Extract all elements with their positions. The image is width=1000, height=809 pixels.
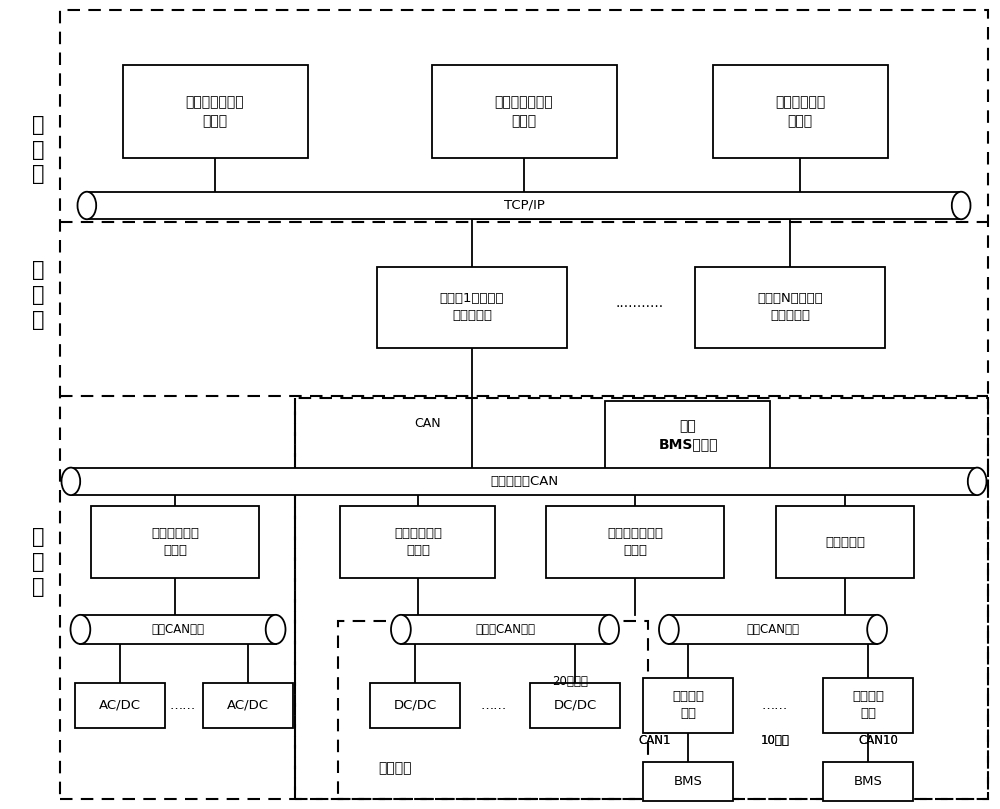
Bar bbox=[203, 683, 293, 728]
Bar bbox=[75, 683, 165, 728]
Bar bbox=[823, 762, 913, 801]
Text: AC/DC: AC/DC bbox=[99, 699, 141, 712]
Bar bbox=[80, 615, 276, 644]
Text: 储能
BMS控制器: 储能 BMS控制器 bbox=[658, 419, 718, 451]
Bar bbox=[776, 506, 914, 578]
Text: 电动汽车车联网
云平台: 电动汽车车联网 云平台 bbox=[186, 95, 244, 128]
Text: 充电堆CAN总线: 充电堆CAN总线 bbox=[475, 623, 535, 636]
Text: 调
度
层: 调 度 层 bbox=[32, 115, 44, 184]
Text: 20个模块: 20个模块 bbox=[552, 675, 588, 688]
Text: DC/DC: DC/DC bbox=[393, 699, 437, 712]
Bar bbox=[432, 66, 616, 159]
Ellipse shape bbox=[391, 615, 411, 644]
Text: 双向充电堆单元
控制器: 双向充电堆单元 控制器 bbox=[607, 527, 663, 557]
Bar bbox=[530, 683, 620, 728]
Text: ……: …… bbox=[170, 699, 196, 712]
Text: 国网计费
单元: 国网计费 单元 bbox=[852, 690, 884, 721]
Text: ……: …… bbox=[481, 699, 507, 712]
Text: CAN1: CAN1 bbox=[639, 734, 671, 747]
Text: 双向整流单元
控制器: 双向整流单元 控制器 bbox=[151, 527, 199, 557]
Bar bbox=[91, 506, 259, 578]
Ellipse shape bbox=[266, 615, 286, 644]
Text: 10辆车: 10辆车 bbox=[761, 734, 789, 747]
Text: 充电站N控制中心
边缘服务器: 充电站N控制中心 边缘服务器 bbox=[757, 292, 823, 323]
Bar bbox=[370, 683, 460, 728]
Text: 配网调度管理
云平台: 配网调度管理 云平台 bbox=[775, 95, 825, 128]
Bar bbox=[712, 66, 888, 159]
Bar bbox=[669, 615, 877, 644]
Ellipse shape bbox=[952, 192, 971, 219]
Text: BMS: BMS bbox=[854, 775, 882, 788]
Bar bbox=[695, 267, 885, 348]
Text: DC/DC: DC/DC bbox=[553, 699, 597, 712]
Bar bbox=[122, 66, 308, 159]
Ellipse shape bbox=[61, 468, 80, 495]
Ellipse shape bbox=[78, 192, 96, 219]
Text: 10辆车: 10辆车 bbox=[761, 734, 789, 747]
Ellipse shape bbox=[867, 615, 887, 644]
Text: TCP/IP: TCP/IP bbox=[504, 199, 544, 212]
Text: AC/DC: AC/DC bbox=[227, 699, 269, 712]
Bar bbox=[87, 192, 961, 219]
Text: 站
控
层: 站 控 层 bbox=[32, 260, 44, 330]
Bar bbox=[823, 678, 913, 733]
Text: 设
备
层: 设 备 层 bbox=[32, 527, 44, 597]
Text: 整流CAN总线: 整流CAN总线 bbox=[152, 623, 205, 636]
Text: 充电站1控制中心
边缘服务器: 充电站1控制中心 边缘服务器 bbox=[440, 292, 504, 323]
Text: 国网计费
单元: 国网计费 单元 bbox=[672, 690, 704, 721]
Bar bbox=[643, 678, 733, 733]
Bar bbox=[338, 621, 648, 799]
Text: 充电站站级CAN: 充电站站级CAN bbox=[490, 475, 558, 488]
Text: ···········: ··········· bbox=[616, 300, 664, 315]
Text: CAN10: CAN10 bbox=[858, 734, 898, 747]
Bar bbox=[340, 506, 495, 578]
Ellipse shape bbox=[968, 468, 987, 495]
Bar bbox=[643, 762, 733, 801]
Text: ……: …… bbox=[762, 699, 788, 712]
Text: 光伏发电单元
控制器: 光伏发电单元 控制器 bbox=[394, 527, 442, 557]
Bar bbox=[71, 468, 977, 495]
Bar bbox=[605, 400, 770, 469]
Text: CAN: CAN bbox=[415, 417, 441, 430]
Bar bbox=[401, 615, 609, 644]
Bar bbox=[546, 506, 724, 578]
Ellipse shape bbox=[599, 615, 619, 644]
Ellipse shape bbox=[659, 615, 679, 644]
Text: CAN10: CAN10 bbox=[858, 734, 898, 747]
Bar bbox=[377, 267, 567, 348]
Text: 机柜CAN总线: 机柜CAN总线 bbox=[746, 623, 800, 636]
Text: 扩展多个: 扩展多个 bbox=[378, 761, 412, 776]
Ellipse shape bbox=[70, 615, 90, 644]
Text: CAN1: CAN1 bbox=[639, 734, 671, 747]
Bar bbox=[295, 398, 988, 799]
Text: 投切控制器: 投切控制器 bbox=[825, 536, 865, 549]
Text: BMS: BMS bbox=[674, 775, 702, 788]
Text: 充电站集群管控
云平台: 充电站集群管控 云平台 bbox=[495, 95, 553, 128]
